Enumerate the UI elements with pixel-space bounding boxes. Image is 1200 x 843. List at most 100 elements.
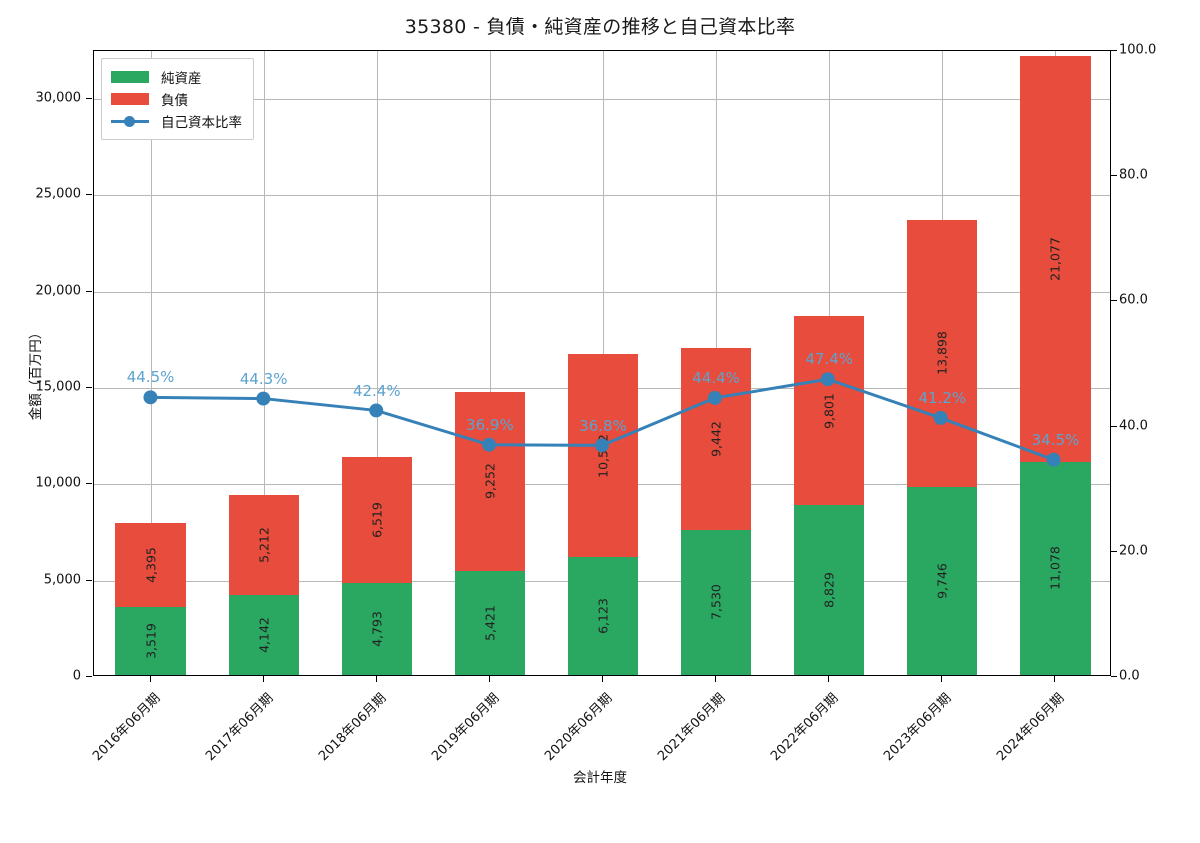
x-axis-tick-mark xyxy=(941,676,943,682)
left-axis-tick-label: 15,000 xyxy=(35,379,82,395)
bar-group[interactable]: 6,123 10,522 xyxy=(567,49,639,675)
bar-group[interactable]: 8,829 9,801 xyxy=(794,49,865,675)
bar-segment-liability[interactable]: 9,442 xyxy=(681,348,752,530)
chart-legend: 純資産負債自己資本比率 xyxy=(101,58,254,140)
bar-segment-equity[interactable]: 7,530 xyxy=(681,529,752,675)
gridline-horizontal xyxy=(94,195,1110,197)
bar-segment-equity[interactable]: 3,519 xyxy=(115,607,186,675)
bar-segment-liability[interactable]: 9,252 xyxy=(454,392,525,571)
left-axis-tick-label: 20,000 xyxy=(35,283,82,299)
legend-color-swatch xyxy=(111,93,149,105)
bar-group[interactable]: 4,142 5,212 xyxy=(228,49,299,675)
ratio-line-marker[interactable] xyxy=(595,438,609,453)
chart-figure: 35380 - 負債・純資産の推移と自己資本比率 3,519 4,395 4,142… xyxy=(28,16,1157,786)
bar-segment-equity[interactable]: 8,829 xyxy=(794,504,865,675)
bar-segment-liability[interactable]: 21,077 xyxy=(1020,55,1091,462)
bar-segment-liability[interactable]: 9,801 xyxy=(794,316,865,505)
left-axis-tick-mark xyxy=(86,483,92,485)
bar-group[interactable]: 9,746 13,898 xyxy=(907,49,978,675)
left-axis-tick-mark xyxy=(86,194,92,196)
bar-group[interactable]: 5,421 9,252 xyxy=(454,49,525,675)
right-axis-tick-mark xyxy=(1111,676,1117,677)
right-axis-tick-mark xyxy=(1111,550,1117,552)
x-axis-tick-mark xyxy=(149,676,151,682)
ratio-line-marker[interactable] xyxy=(256,391,271,406)
legend-item-label: 純資産 xyxy=(161,71,202,87)
ratio-line-marker[interactable] xyxy=(707,390,722,405)
bar-segment-equity[interactable]: 4,793 xyxy=(341,582,412,675)
ratio-line-marker[interactable] xyxy=(820,372,835,387)
ratio-line-marker[interactable] xyxy=(1046,452,1061,467)
legend-item-label: 負債 xyxy=(161,93,188,109)
x-axis-tick-mark xyxy=(715,676,717,682)
right-axis-tick-mark xyxy=(1111,425,1117,427)
left-axis-tick-mark xyxy=(86,579,92,581)
right-axis-tick-label: 20.0 xyxy=(1119,543,1148,559)
gridline-vertical xyxy=(489,51,491,675)
left-axis-tick-mark xyxy=(86,387,92,389)
gridline-horizontal xyxy=(94,291,1110,293)
bar-group[interactable]: 11,078 21,077 xyxy=(1020,49,1091,675)
x-axis-tick-mark xyxy=(828,676,830,682)
ratio-line-marker[interactable] xyxy=(933,410,948,425)
right-axis-tick-mark xyxy=(1111,175,1117,177)
right-axis-tick-mark xyxy=(1111,300,1117,302)
ratio-value-label: 44.4% xyxy=(692,369,740,388)
left-axis-tick-label: 25,000 xyxy=(35,186,82,202)
right-axis-tick-label: 0.0 xyxy=(1119,668,1140,684)
ratio-value-label: 41.2% xyxy=(918,389,967,408)
ratio-value-label: 36.9% xyxy=(466,416,514,434)
right-axis-tick-label: 60.0 xyxy=(1119,292,1148,308)
x-axis-tick-mark xyxy=(1054,676,1056,682)
bar-segment-equity[interactable]: 11,078 xyxy=(1020,461,1091,675)
left-axis-title: 金額（百万円） xyxy=(28,325,44,421)
legend-item-label: 自己資本比率 xyxy=(161,115,242,131)
chart-title: 35380 - 負債・純資産の推移と自己資本比率 xyxy=(404,16,796,38)
ratio-value-label: 44.3% xyxy=(239,369,288,388)
ratio-line-marker[interactable] xyxy=(143,390,158,405)
bar-segment-equity[interactable]: 6,123 xyxy=(567,557,639,675)
right-axis-tick-mark xyxy=(1111,50,1117,51)
left-axis-tick-mark xyxy=(86,676,92,677)
bar-group[interactable]: 7,530 9,442 xyxy=(681,49,752,675)
ratio-value-label: 47.4% xyxy=(805,350,854,369)
left-axis-tick-mark xyxy=(86,98,92,100)
ratio-line-marker[interactable] xyxy=(369,403,384,418)
x-axis-tick-mark xyxy=(488,676,490,682)
gridline-vertical xyxy=(376,51,378,675)
x-axis-tick-mark xyxy=(602,676,603,682)
x-axis-tick-mark xyxy=(262,676,264,682)
legend-item[interactable]: 自己資本比率 xyxy=(111,110,242,132)
right-axis-tick-label: 40.0 xyxy=(1119,418,1148,434)
right-axis-tick-label: 100.0 xyxy=(1119,42,1157,58)
bar-segment-liability[interactable]: 4,395 xyxy=(115,522,186,608)
ratio-value-label: 44.5% xyxy=(126,368,175,387)
ratio-value-label: 36.8% xyxy=(579,416,627,435)
plot-area: 3,519 4,395 4,142 5,212 4,793 6,519 5,421 9,252… xyxy=(93,50,1111,676)
left-axis-tick-mark xyxy=(86,290,92,292)
bar-segment-equity[interactable]: 4,142 xyxy=(228,595,299,675)
bar-segment-equity[interactable]: 5,421 xyxy=(454,570,525,675)
legend-item[interactable]: 純資産 xyxy=(111,66,242,88)
bar-segment-liability[interactable]: 13,898 xyxy=(907,219,978,488)
left-axis-tick-label: 0 xyxy=(72,668,81,684)
bar-group[interactable]: 4,793 6,519 xyxy=(341,49,412,675)
gridline-vertical xyxy=(263,51,265,675)
ratio-value-label: 34.5% xyxy=(1031,431,1080,450)
bar-segment-liability[interactable]: 10,522 xyxy=(567,354,639,558)
left-axis-tick-label: 30,000 xyxy=(35,90,82,106)
legend-line-marker-icon xyxy=(111,115,149,127)
left-axis-tick-label: 10,000 xyxy=(35,475,82,491)
bar-segment-liability[interactable]: 5,212 xyxy=(228,494,299,596)
ratio-line-marker[interactable] xyxy=(482,437,497,452)
bar-group[interactable]: 3,519 4,395 xyxy=(115,49,186,675)
legend-color-swatch xyxy=(111,71,149,83)
left-axis-tick-label: 5,000 xyxy=(43,572,81,588)
legend-item[interactable]: 負債 xyxy=(111,88,242,110)
bar-segment-equity[interactable]: 9,746 xyxy=(907,487,978,675)
ratio-value-label: 42.4% xyxy=(352,381,401,400)
gridline-horizontal xyxy=(94,99,1110,101)
x-axis-title: 会計年度 xyxy=(573,770,627,786)
bar-segment-liability[interactable]: 6,519 xyxy=(341,457,412,583)
ratio-line-series xyxy=(143,372,1061,467)
